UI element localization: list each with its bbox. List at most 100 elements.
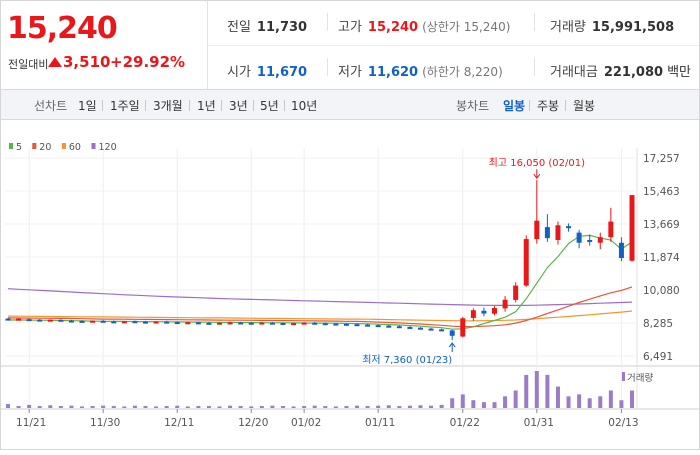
y-tick-label: 11,874 [643, 252, 680, 264]
candle-body [100, 320, 106, 323]
candle-body [301, 322, 307, 325]
volume-bar [471, 400, 476, 408]
volume-bar [101, 405, 106, 408]
header-separator [208, 45, 699, 46]
divider [529, 100, 530, 111]
candle-monthly-tab[interactable]: 월봉 [573, 99, 596, 113]
volume-bar [386, 405, 391, 408]
candle-body [227, 322, 233, 325]
stat-value: 11,670 [256, 65, 308, 80]
volume-label: 거래량 [627, 372, 653, 384]
volume-bar [196, 406, 201, 408]
volume-bar [185, 406, 190, 408]
legend-label: 60 [69, 142, 81, 153]
min-price-annotation: 최저 7,360 (01/23) [362, 354, 452, 366]
volume-bar [6, 404, 10, 408]
divider [102, 100, 103, 111]
max-arrow-icon [533, 173, 541, 180]
volume-bar [407, 405, 412, 408]
volume-bar [111, 406, 116, 408]
volume-legend-swatch [622, 372, 625, 381]
legend-label: 5 [16, 142, 22, 153]
volume-bar [164, 406, 169, 408]
volume-bar [439, 404, 444, 408]
volume-bar [259, 406, 264, 408]
volume-bar [524, 374, 529, 408]
volume-bar [397, 406, 402, 408]
legend-swatch [61, 143, 66, 149]
y-tick-label: 13,669 [643, 219, 680, 231]
divider [189, 100, 190, 111]
candle-weekly-tab[interactable]: 주봉 [537, 99, 560, 113]
range-10y-tab[interactable]: 10년 [291, 99, 318, 113]
stat-high: 고가 15,240 (상한가 15,240) [338, 16, 510, 35]
volume-bar [270, 405, 275, 408]
candle-body [396, 326, 402, 329]
candle-body [217, 322, 223, 325]
candle-body [386, 325, 392, 328]
volume-bar [217, 406, 222, 408]
volume-bar [429, 405, 434, 408]
volume-bar [460, 394, 465, 408]
y-tick-label: 15,463 [643, 186, 680, 198]
candle-body [174, 322, 180, 325]
candle-body [555, 225, 561, 240]
min-arrow-icon [448, 342, 456, 348]
ma120-line [7, 288, 633, 306]
candle-body [407, 326, 413, 329]
divider [327, 13, 328, 31]
stat-volume: 거래량 15,991,508 [550, 16, 674, 35]
candle-body [428, 328, 434, 331]
volume-bar [48, 405, 53, 408]
volume-bar [291, 406, 296, 408]
candle-body [576, 232, 582, 243]
range-5y-tab[interactable]: 5년 [260, 99, 279, 113]
candle-body [439, 329, 445, 332]
range-1y-tab[interactable]: 1년 [197, 99, 216, 113]
legend-swatch [91, 143, 96, 149]
volume-bar [143, 406, 148, 408]
candle-body [470, 310, 476, 318]
candle-body [248, 322, 254, 325]
candle-body [502, 299, 508, 309]
stat-value: 11,620 [367, 65, 419, 80]
divider [145, 100, 146, 111]
candle-chart-label: 봉차트 [456, 99, 490, 113]
volume-bar [37, 406, 42, 408]
y-tick-label: 17,257 [643, 153, 680, 165]
volume-bar [418, 405, 423, 408]
lower-limit-note: (하한가 8,220) [422, 65, 503, 79]
x-tick-label: 11/30 [90, 417, 120, 429]
divider [565, 100, 566, 111]
candle-body [481, 310, 487, 314]
candle-body [259, 322, 265, 325]
range-1d-tab[interactable]: 1일 [78, 99, 97, 113]
upper-limit-note: (상한가 15,240) [422, 20, 511, 34]
volume-bar [69, 405, 74, 408]
range-3m-tab[interactable]: 3개월 [153, 99, 183, 113]
stat-label: 거래량 [550, 20, 586, 35]
max-price-annotation: 최고 16,050 (02/01) [489, 157, 585, 169]
volume-bar [58, 406, 63, 408]
chart-toolbar: 선차트 1일 1주일 3개월 1년 3년 5년 10년 봉차트 일봉 주봉 월봉 [1, 89, 699, 120]
change-percent: +29.92% [110, 53, 186, 71]
volume-bar [355, 405, 360, 408]
range-3y-tab[interactable]: 3년 [229, 99, 248, 113]
candle-body [343, 323, 349, 326]
candle-body [206, 322, 212, 325]
x-tick-label: 11/21 [16, 417, 46, 429]
line-chart-label: 선차트 [34, 99, 68, 113]
candle-body [375, 325, 381, 328]
price-summary: 15,240 전일대비 3,510 +29.92% [1, 1, 208, 89]
stat-low: 저가 11,620 (하한가 8,220) [338, 61, 503, 80]
volume-bar [450, 398, 455, 408]
candle-body [492, 308, 498, 314]
candle-daily-tab[interactable]: 일봉 [503, 99, 526, 113]
volume-bar [555, 386, 560, 408]
range-1w-tab[interactable]: 1주일 [110, 99, 140, 113]
candle-body [460, 318, 466, 337]
stat-label: 고가 [338, 20, 362, 35]
divider [534, 58, 535, 76]
volume-bar [608, 390, 613, 408]
